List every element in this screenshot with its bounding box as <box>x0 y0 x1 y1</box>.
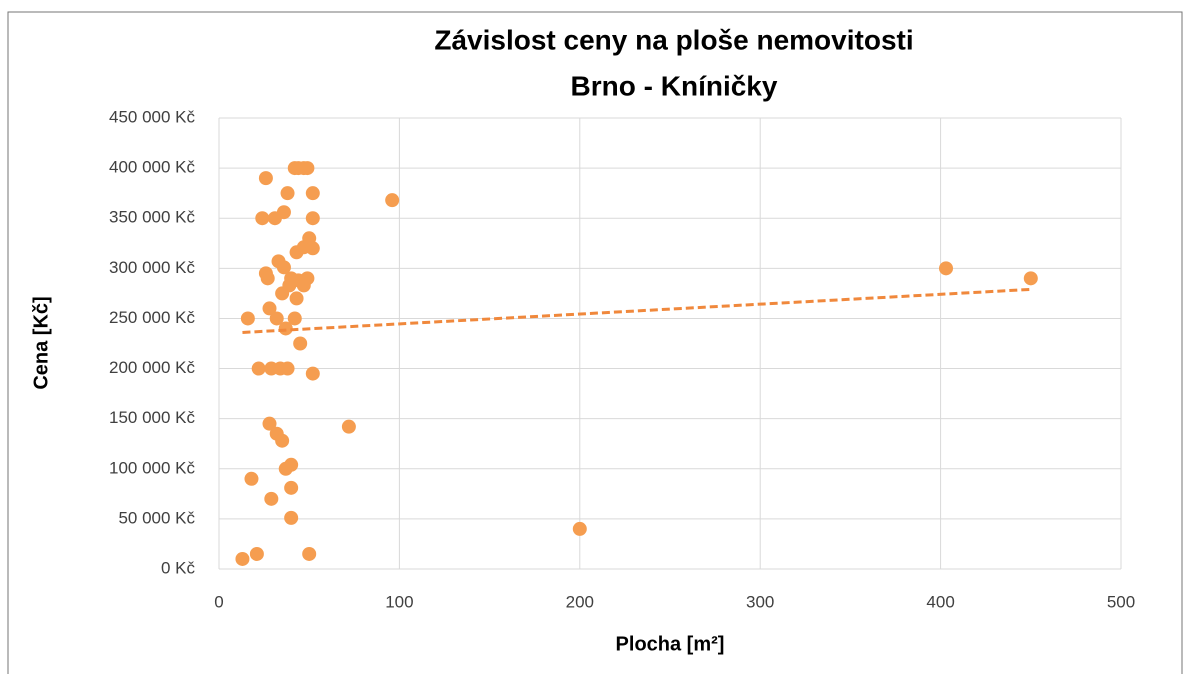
chart-title: Závislost ceny na ploše nemovitosti <box>434 24 913 55</box>
y-tick-label: 0 Kč <box>161 558 196 577</box>
point <box>300 161 315 176</box>
x-tick-label: 400 <box>926 592 954 611</box>
point <box>287 311 302 326</box>
point <box>249 546 264 561</box>
y-tick-label: 400 000 Kč <box>109 158 196 177</box>
point <box>240 311 255 326</box>
point <box>269 311 284 326</box>
point <box>1023 271 1038 286</box>
y-axis-title: Cena [Kč] <box>30 296 52 389</box>
y-tick-label: 300 000 Kč <box>109 258 196 277</box>
y-tick-label: 350 000 Kč <box>109 208 196 227</box>
x-tick-label: 100 <box>385 592 413 611</box>
chart-subtitle: Brno - Kníničky <box>571 70 778 101</box>
point <box>262 301 277 316</box>
point <box>244 471 259 486</box>
x-tick-label: 500 <box>1107 592 1135 611</box>
x-axis-title: Plocha [m²] <box>616 633 725 655</box>
point <box>289 291 304 306</box>
y-tick-label: 250 000 Kč <box>109 308 196 327</box>
point <box>305 186 320 201</box>
point <box>302 546 317 561</box>
point <box>278 321 293 336</box>
point <box>260 271 275 286</box>
trendline <box>242 287 1031 334</box>
chart-border <box>7 11 1183 674</box>
point <box>262 416 277 431</box>
point <box>385 193 400 208</box>
y-tick-label: 50 000 Kč <box>118 508 195 527</box>
point <box>305 241 320 256</box>
point <box>293 336 308 351</box>
point <box>276 205 291 220</box>
point <box>275 433 290 448</box>
point <box>255 211 270 226</box>
y-tick-label: 200 000 Kč <box>109 358 196 377</box>
point <box>258 171 273 186</box>
point <box>939 261 954 276</box>
point <box>284 480 299 495</box>
x-tick-label: 300 <box>746 592 774 611</box>
point <box>276 260 291 275</box>
point <box>280 361 295 376</box>
y-tick-label: 150 000 Kč <box>109 408 196 427</box>
point <box>251 361 266 376</box>
point <box>305 366 320 381</box>
y-tick-label: 100 000 Kč <box>109 458 196 477</box>
point <box>284 457 299 472</box>
point <box>284 510 299 525</box>
point <box>341 419 356 434</box>
point <box>235 551 250 566</box>
point <box>572 521 587 536</box>
point <box>264 491 279 506</box>
point <box>300 271 315 286</box>
y-tick-label: 450 000 Kč <box>109 107 196 126</box>
point <box>280 186 295 201</box>
x-tick-label: 200 <box>566 592 594 611</box>
point <box>305 211 320 226</box>
x-tick-label: 0 <box>214 592 223 611</box>
